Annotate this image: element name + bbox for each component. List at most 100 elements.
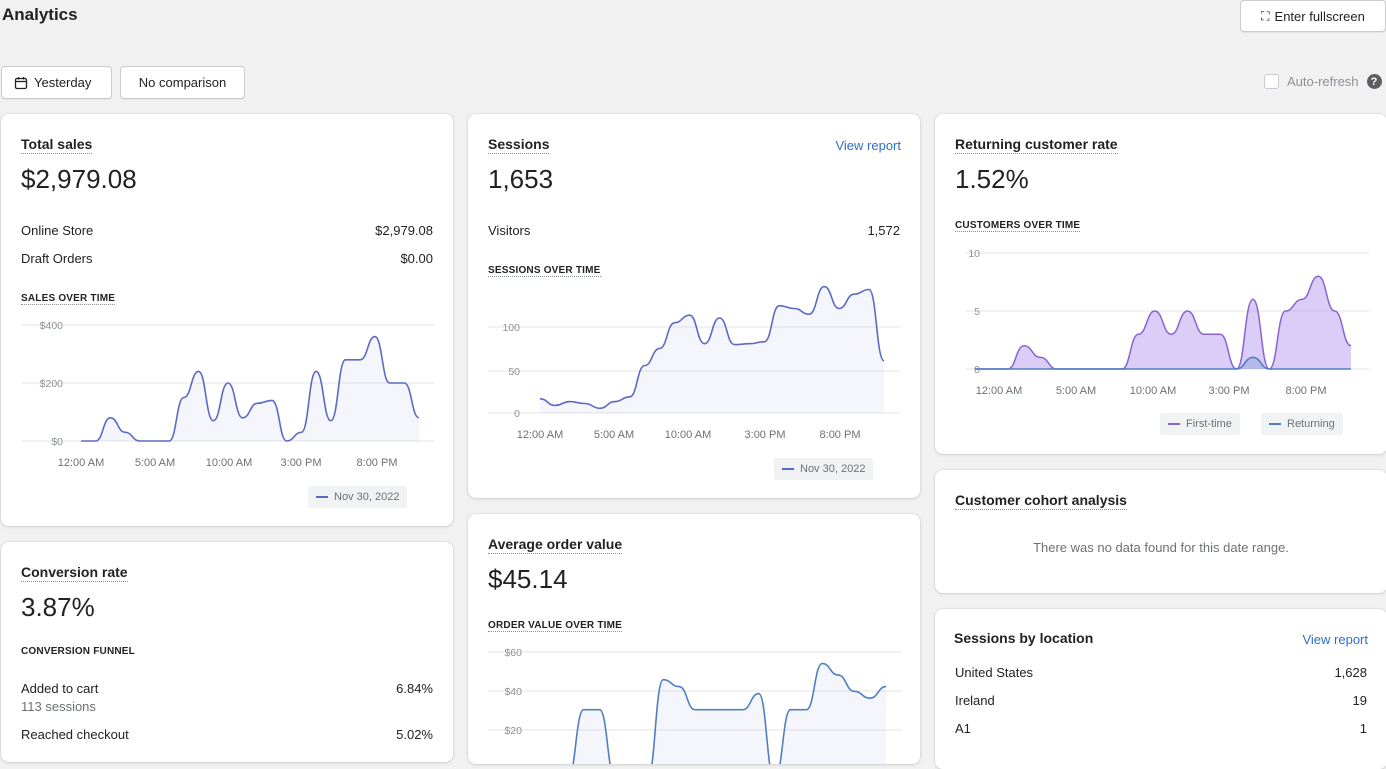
view-report-link[interactable]: View report <box>1302 632 1368 647</box>
help-icon[interactable]: ? <box>1366 74 1382 89</box>
visitors-label: Visitors <box>488 223 531 238</box>
x-tick-label: 10:00 AM <box>206 457 252 469</box>
location-row: United States 1,628 <box>955 665 1367 680</box>
y-tick-label: 50 <box>508 366 520 378</box>
location-name: United States <box>955 665 1034 680</box>
conversion-rate-value: 3.87% <box>21 592 95 622</box>
series-line <box>81 335 420 442</box>
conversion-rate-title[interactable]: Conversion rate <box>21 564 128 582</box>
legend-swatch <box>1269 423 1281 425</box>
legend-swatch <box>782 468 794 470</box>
date-range-label: Yesterday <box>34 75 92 90</box>
aov-value: $45.14 <box>488 564 568 594</box>
funnel-row: Reached checkout 5.02% <box>21 727 433 742</box>
legend-label: Nov 30, 2022 <box>800 463 866 475</box>
customer-cohort-card: Customer cohort analysis There was no da… <box>935 470 1386 593</box>
conversion-rate-card: Conversion rate 3.87% CONVERSION FUNNEL … <box>1 542 453 762</box>
series-area <box>81 336 419 441</box>
auto-refresh-checkbox[interactable] <box>1264 74 1279 89</box>
location-sessions: 1,628 <box>1334 665 1367 680</box>
legend-swatch <box>316 496 328 498</box>
x-tick-label: 12:00 AM <box>976 385 1022 397</box>
aov-title[interactable]: Average order value <box>488 536 623 554</box>
chart-legend[interactable]: Nov 30, 2022 <box>308 486 408 508</box>
enter-fullscreen-button[interactable]: ⛶ Enter fullscreen <box>1240 0 1386 32</box>
calendar-icon <box>14 76 28 89</box>
y-tick-label: $200 <box>40 378 64 390</box>
x-tick-label: 3:00 PM <box>745 429 786 441</box>
x-tick-label: 5:00 AM <box>1056 385 1096 397</box>
y-tick-label: $40 <box>504 686 522 698</box>
fullscreen-icon: ⛶ <box>1261 8 1269 23</box>
average-order-value-card: Average order value $45.14 ORDER VALUE O… <box>468 514 920 764</box>
order-value-over-time-chart: $60 $40 $20 <box>488 647 902 764</box>
total-sales-value: $2,979.08 <box>21 164 137 194</box>
funnel-step-label: Reached checkout <box>21 727 129 742</box>
x-tick-label: 3:00 PM <box>1209 385 1250 397</box>
funnel-step-label: Added to cart <box>21 681 99 696</box>
location-sessions: 1 <box>1359 721 1367 736</box>
location-title: Sessions by location <box>954 630 1094 646</box>
y-tick-label: 10 <box>968 248 980 260</box>
y-tick-label: 5 <box>974 306 980 318</box>
y-tick-label: $20 <box>504 725 522 737</box>
legend-label: Nov 30, 2022 <box>334 491 400 503</box>
series-area <box>540 286 884 413</box>
funnel-step-value: 6.84% <box>396 681 433 696</box>
row-value: $2,979.08 <box>375 223 433 238</box>
sessions-title[interactable]: Sessions <box>488 136 550 154</box>
breakdown-row: Online Store $2,979.08 <box>21 223 433 238</box>
comparison-label: No comparison <box>138 75 227 90</box>
visitors-row: Visitors 1,572 <box>488 223 900 238</box>
breakdown-row: Draft Orders $0.00 <box>21 251 433 266</box>
legend-returning[interactable]: Returning <box>1261 413 1343 435</box>
chart-legend[interactable]: Nov 30, 2022 <box>774 458 874 480</box>
sessions-value: 1,653 <box>488 164 554 194</box>
series-line <box>975 356 1351 370</box>
legend-first-time[interactable]: First-time <box>1160 413 1240 435</box>
location-sessions: 19 <box>1352 693 1367 708</box>
x-tick-label: 3:00 PM <box>281 457 322 469</box>
comparison-button[interactable]: No comparison <box>120 66 245 99</box>
location-name: Ireland <box>955 693 995 708</box>
chart-label: SESSIONS OVER TIME <box>488 265 601 277</box>
x-tick-label: 10:00 AM <box>665 429 711 441</box>
empty-state-message: There was no data found for this date ra… <box>1033 540 1289 555</box>
fullscreen-label: Enter fullscreen <box>1274 8 1365 24</box>
x-tick-label: 5:00 AM <box>594 429 634 441</box>
y-tick-label: 0 <box>974 364 980 376</box>
series-area <box>975 357 1351 369</box>
sessions-over-time-chart: 100 50 0 12:00 AM 5:00 AM 10:00 AM 3:00 PM 8:00… <box>488 285 900 441</box>
sessions-card: Sessions View report 1,653 Visitors 1,57… <box>468 114 920 498</box>
funnel-row: Added to cart 113 sessions 6.84% <box>21 681 433 714</box>
location-name: A1 <box>955 721 971 736</box>
date-range-button[interactable]: Yesterday <box>1 66 112 99</box>
x-tick-label: 10:00 AM <box>1130 385 1176 397</box>
returning-customer-rate-card: Returning customer rate 1.52% CUSTOMERS … <box>935 114 1386 454</box>
funnel-step-sessions: 113 sessions <box>21 699 96 714</box>
total-sales-title[interactable]: Total sales <box>21 136 93 154</box>
x-tick-label: 5:00 AM <box>135 457 175 469</box>
customers-over-time-chart: 10 5 0 12:00 AM 5:00 AM 10:00 AM 3:00 PM 8:00 P… <box>965 248 1369 397</box>
conversion-funnel-label: CONVERSION FUNNEL <box>21 646 135 657</box>
page-title: Analytics <box>2 5 78 24</box>
y-tick-label: 100 <box>502 322 520 334</box>
legend-swatch <box>1168 423 1180 425</box>
funnel-step-value: 5.02% <box>396 727 433 742</box>
chart-label: SALES OVER TIME <box>21 293 116 305</box>
auto-refresh-control: Auto-refresh ? <box>1264 74 1382 89</box>
view-report-link[interactable]: View report <box>835 138 901 153</box>
cohort-title[interactable]: Customer cohort analysis <box>955 492 1127 510</box>
row-value: $0.00 <box>400 251 433 266</box>
x-tick-label: 8:00 PM <box>357 457 398 469</box>
x-tick-label: 8:00 PM <box>1286 385 1327 397</box>
visitors-value: 1,572 <box>867 223 900 238</box>
sessions-by-location-card: Sessions by location View report United … <box>935 609 1386 769</box>
legend-label: Returning <box>1287 418 1335 430</box>
returning-rate-title[interactable]: Returning customer rate <box>955 136 1118 154</box>
location-row: A1 1 <box>955 721 1367 736</box>
x-tick-label: 8:00 PM <box>820 429 861 441</box>
y-tick-label: $60 <box>504 647 522 659</box>
y-tick-label: $400 <box>40 320 64 332</box>
series-line <box>572 662 887 764</box>
